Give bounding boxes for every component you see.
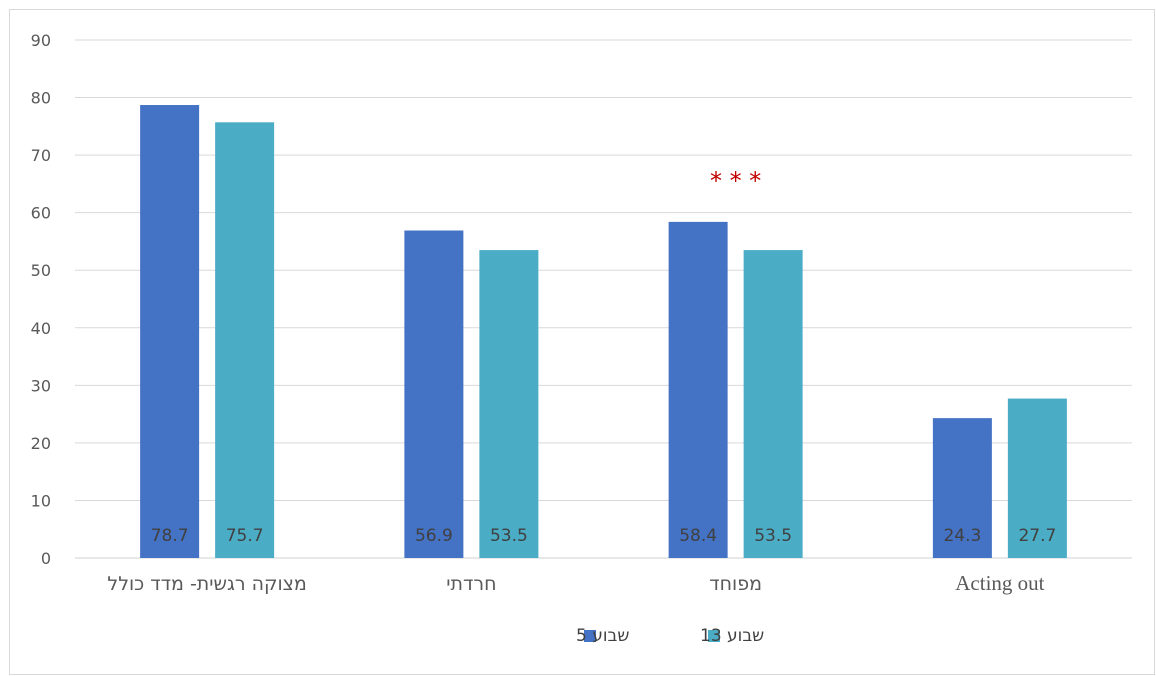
bar bbox=[1007, 398, 1067, 558]
legend-label: שבוע 13 bbox=[700, 626, 764, 646]
y-tick-label: 90 bbox=[31, 31, 51, 50]
y-tick-label: 80 bbox=[31, 89, 51, 108]
data-label: 27.7 bbox=[1018, 526, 1056, 546]
y-tick-label: 30 bbox=[31, 376, 51, 395]
y-tick-label: 60 bbox=[31, 204, 51, 223]
significance-stars: * * * bbox=[710, 167, 761, 195]
x-tick-label: מפוחד bbox=[709, 573, 762, 595]
bar bbox=[140, 105, 200, 558]
bar bbox=[932, 418, 992, 558]
bar bbox=[668, 221, 728, 558]
chart-frame bbox=[9, 9, 1155, 675]
data-label: 53.5 bbox=[754, 526, 792, 546]
legend-label: שבוע 5 bbox=[576, 626, 629, 646]
bar bbox=[743, 250, 803, 559]
data-label: 75.7 bbox=[226, 526, 264, 546]
y-tick-label: 10 bbox=[31, 491, 51, 510]
y-tick-label: 50 bbox=[31, 261, 51, 280]
data-label: 58.4 bbox=[679, 526, 717, 546]
y-tick-label: 0 bbox=[41, 549, 51, 568]
y-tick-label: 20 bbox=[31, 434, 51, 453]
x-tick-label: חרדתי bbox=[446, 573, 496, 595]
data-label: 53.5 bbox=[490, 526, 528, 546]
bar bbox=[479, 250, 539, 559]
data-label: 24.3 bbox=[943, 526, 981, 546]
x-tick-label: מצוקה רגשית- מדד כולל bbox=[107, 573, 306, 595]
data-label: 56.9 bbox=[415, 526, 453, 546]
legend-swatch bbox=[708, 630, 720, 642]
bar bbox=[215, 122, 275, 558]
x-tick-label: Acting out bbox=[955, 571, 1044, 595]
legend-swatch bbox=[584, 630, 596, 642]
data-label: 78.7 bbox=[151, 526, 189, 546]
y-tick-label: 70 bbox=[31, 146, 51, 165]
bar bbox=[404, 230, 464, 558]
y-tick-label: 40 bbox=[31, 319, 51, 338]
